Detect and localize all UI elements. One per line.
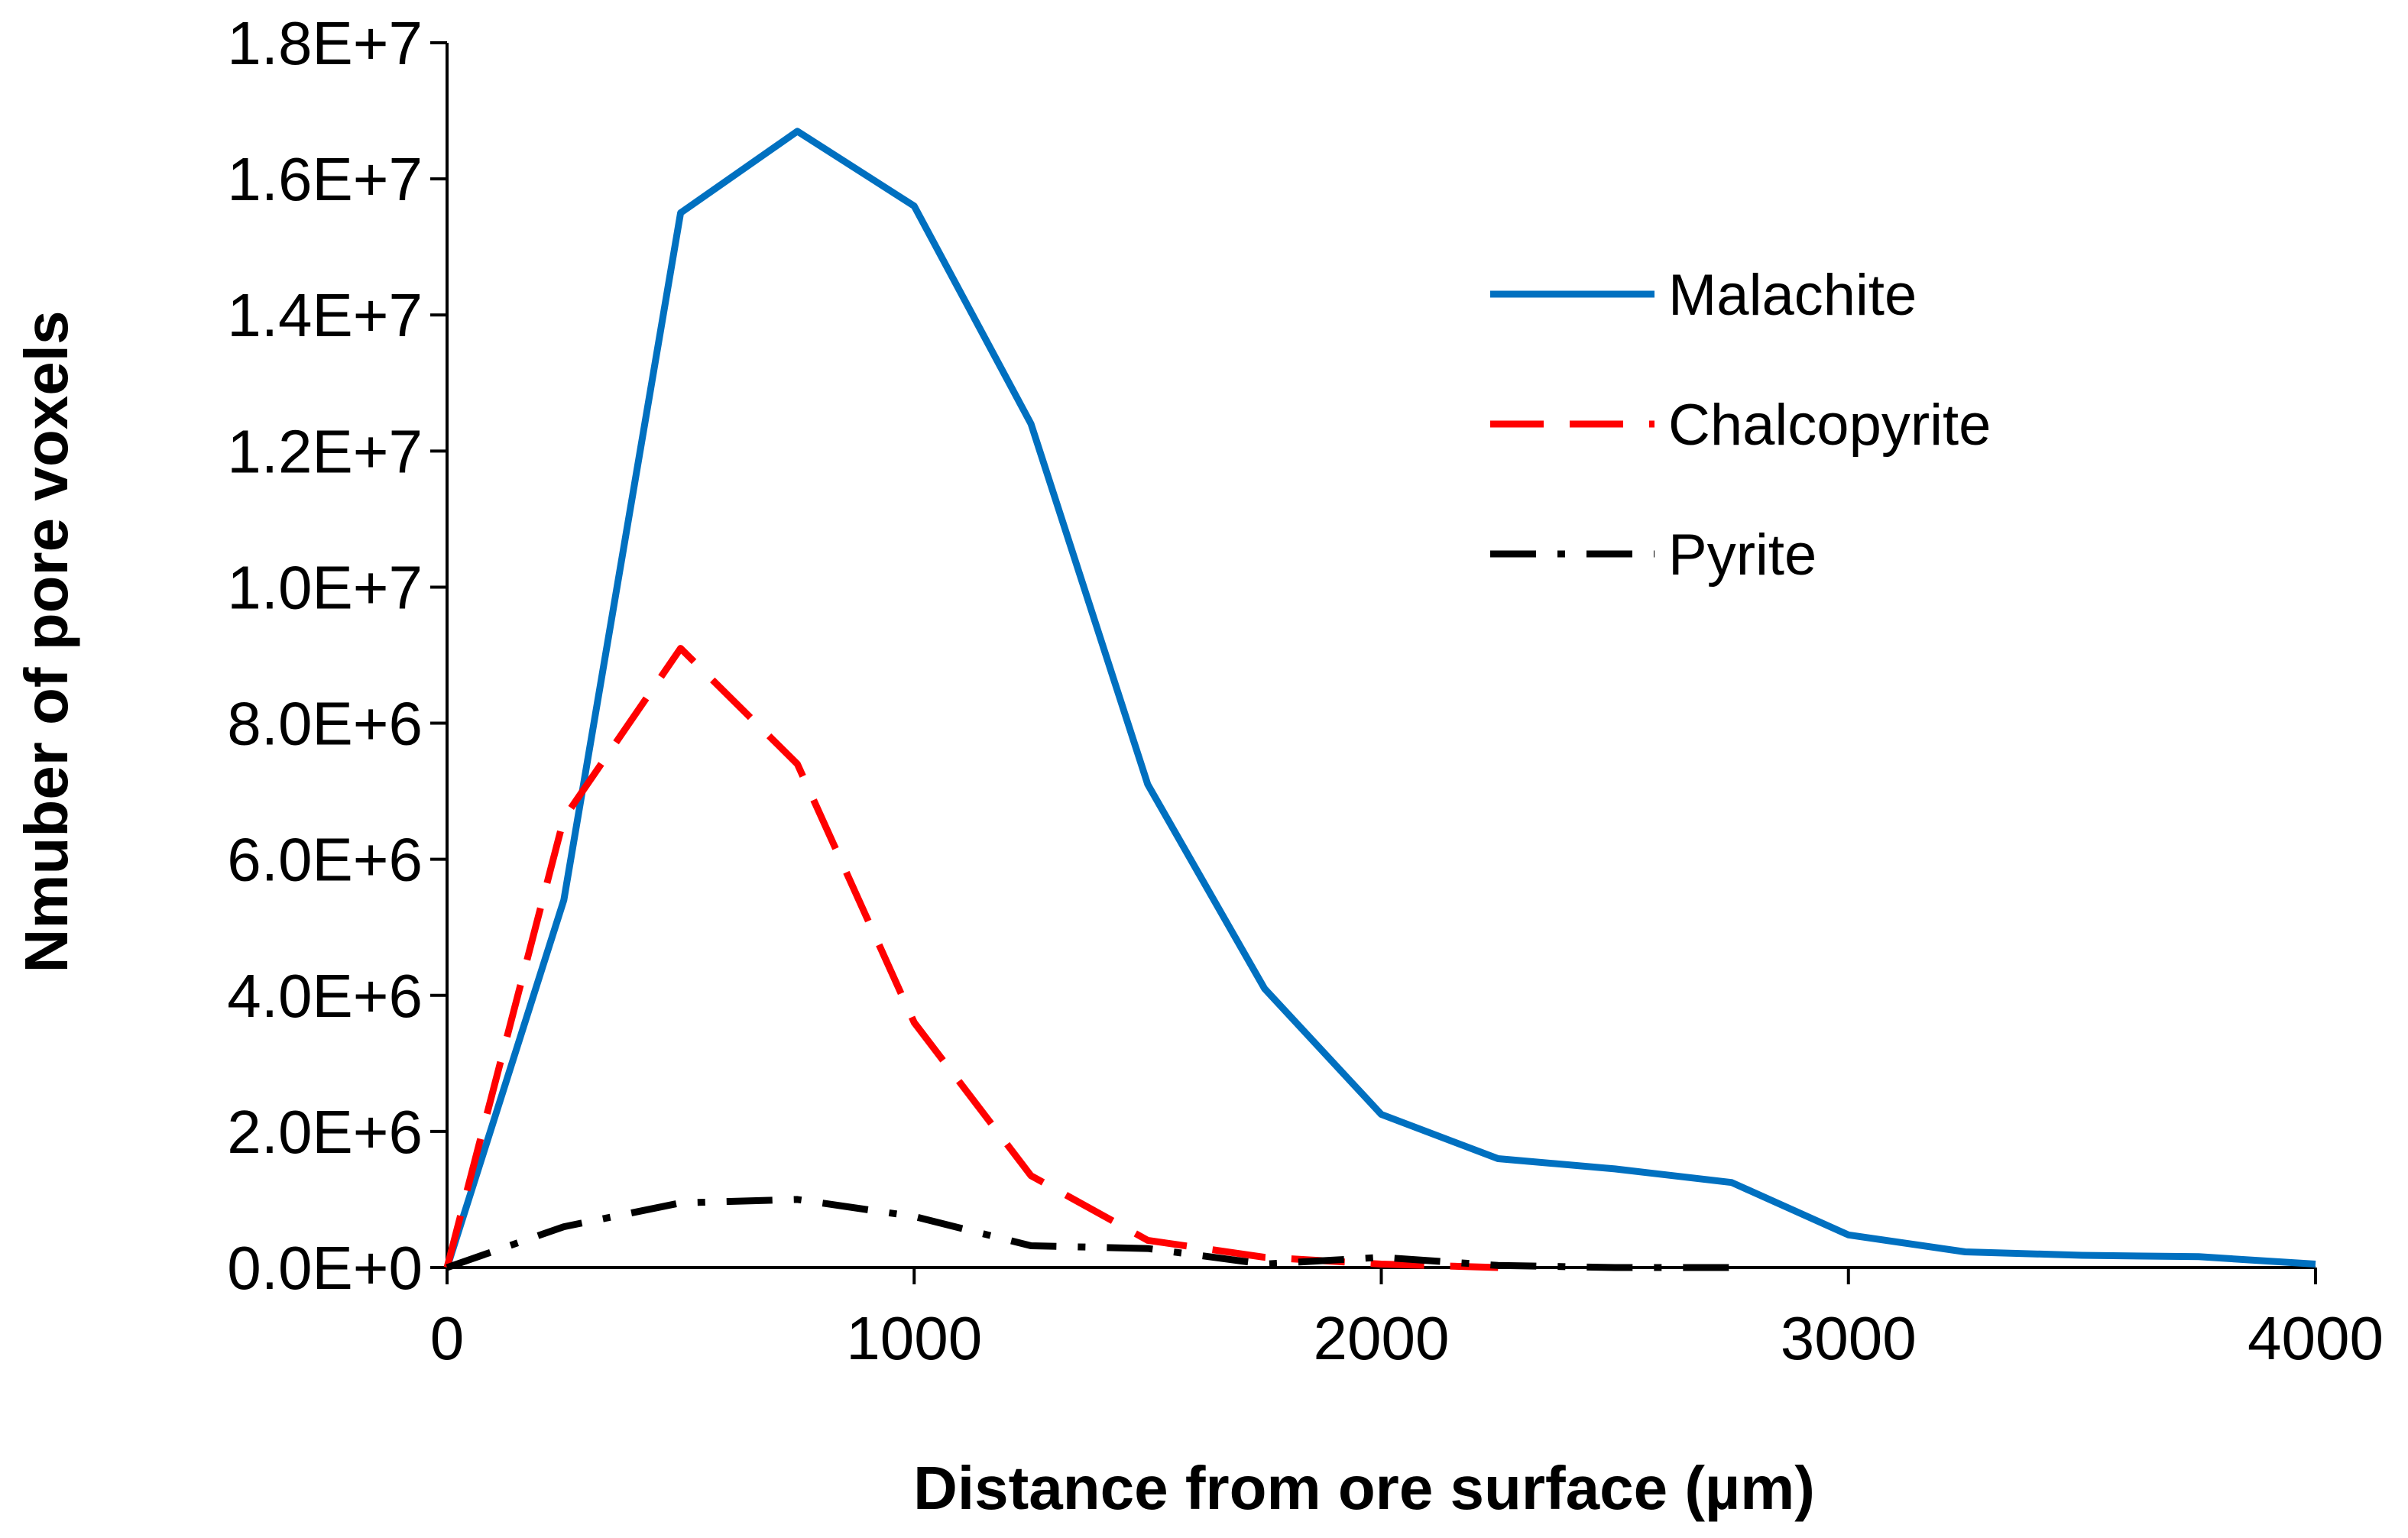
legend-label-chalcopyrite: Chalcopyrite	[1668, 393, 1991, 458]
series-layer	[443, 128, 2316, 1271]
y-tick-label: 0.0E+0	[227, 1234, 423, 1302]
x-tick-label: 1000	[846, 1304, 982, 1372]
y-tick-label: 4.0E+6	[227, 962, 423, 1030]
legend-label-pyrite: Pyrite	[1668, 523, 1817, 588]
y-tick-label: 1.2E+7	[227, 417, 423, 485]
series-line-chalcopyrite	[443, 645, 1499, 1271]
y-tick-label: 1.0E+7	[227, 553, 423, 621]
x-axis-title: Distance from ore surface (µm)	[913, 1454, 1815, 1522]
y-tick-label: 6.0E+6	[227, 826, 423, 894]
y-tick-label: 1.4E+7	[227, 281, 423, 349]
y-tick-label: 2.0E+6	[227, 1098, 423, 1166]
x-tick-label: 0	[430, 1304, 465, 1372]
y-tick-label: 8.0E+6	[227, 690, 423, 758]
x-tick-label: 3000	[1781, 1304, 1917, 1372]
series-line-pyrite	[446, 1196, 1732, 1271]
x-tick-label: 2000	[1314, 1304, 1450, 1372]
legend: Malachite Chalcopyrite Pyrite	[1490, 263, 1991, 588]
y-tick-label: 1.8E+7	[227, 9, 423, 77]
legend-label-malachite: Malachite	[1668, 263, 1917, 328]
y-axis-title: Nmuber of pore voxels	[12, 311, 80, 973]
x-tick-label: 4000	[2248, 1304, 2384, 1372]
y-tick-label: 1.6E+7	[227, 145, 423, 213]
series-line-malachite	[443, 128, 2316, 1269]
axes: 0.0E+0 2.0E+6 4.0E+6 6.0E+6 8.0E+6 1.0E+7 1.2E…	[227, 9, 2384, 1372]
